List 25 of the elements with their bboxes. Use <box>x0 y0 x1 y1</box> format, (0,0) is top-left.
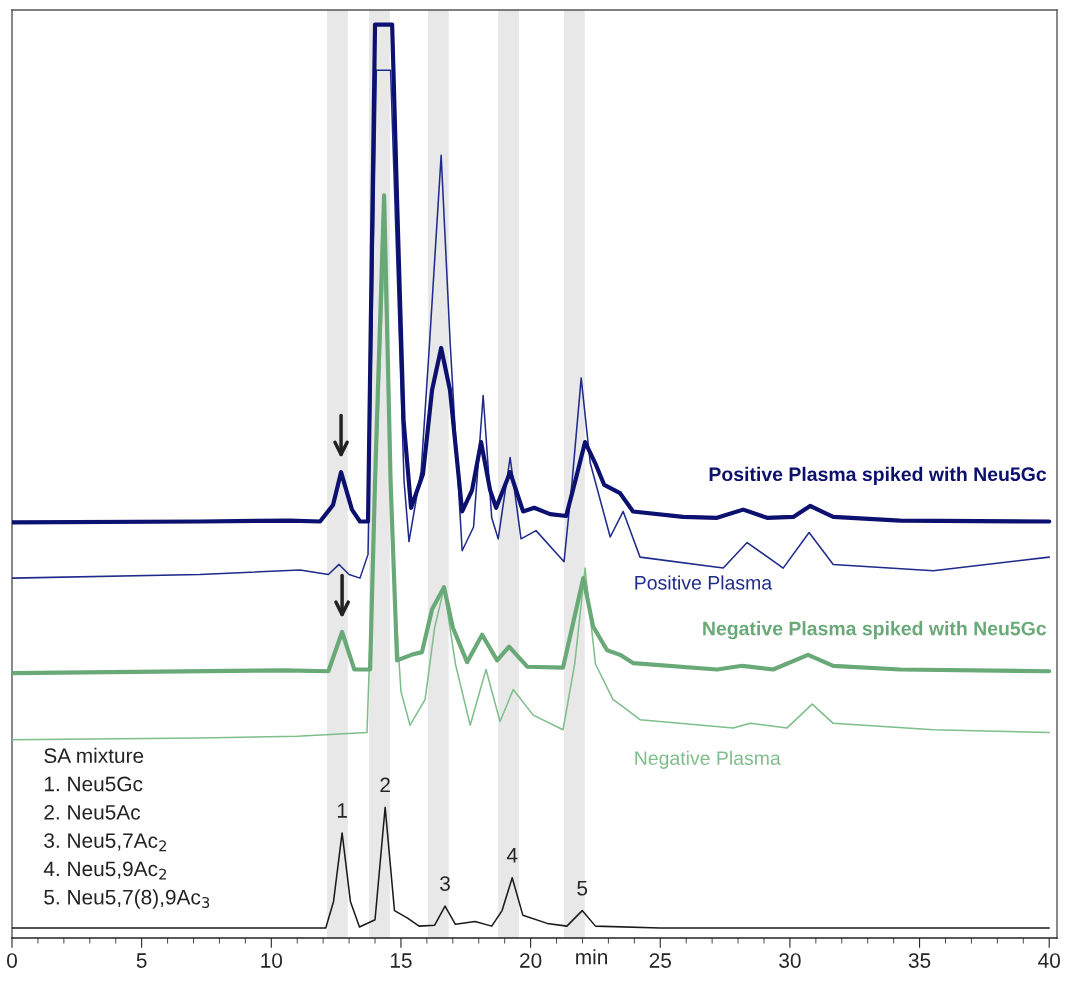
annotation: SA mixture <box>44 747 144 764</box>
series-label: Positive Plasma <box>635 575 773 590</box>
annotation: 5. Neu5,7(8),9Ac$_{3}$ <box>44 889 210 909</box>
x-tick-label: 25 <box>649 953 671 968</box>
series-label: Positive Plasma spiked with Neu5Gc <box>709 466 1047 485</box>
x-tick-label: 20 <box>520 953 542 968</box>
annotation: 3 <box>440 876 450 891</box>
x-tick-label: 30 <box>779 953 801 968</box>
annotation: 3. Neu5,7Ac$_{2}$ <box>44 833 167 852</box>
x-tick-label: 5 <box>136 953 147 968</box>
annotation: 2 <box>380 777 390 793</box>
x-tick-label: 0 <box>7 953 17 968</box>
annotation: 1. Neu5Gc <box>44 776 143 792</box>
annotation: 4. Neu5,9Ac$_{2}$ <box>43 861 167 880</box>
annotation: 1 <box>337 803 347 818</box>
annotation: 5 <box>577 880 588 896</box>
series-label: Negative Plasma <box>635 750 781 769</box>
annotation: 2. Neu5Ac <box>44 804 141 820</box>
x-tick-label: 40 <box>1038 953 1060 968</box>
series-label: Negative Plasma spiked with Neu5Gc <box>703 621 1047 640</box>
x-tick-label: 15 <box>390 953 412 968</box>
annotation: 4 <box>506 848 518 863</box>
x-axis-title: min <box>576 949 607 965</box>
x-tick-label: 10 <box>261 953 283 968</box>
x-tick-label: 35 <box>908 953 931 968</box>
